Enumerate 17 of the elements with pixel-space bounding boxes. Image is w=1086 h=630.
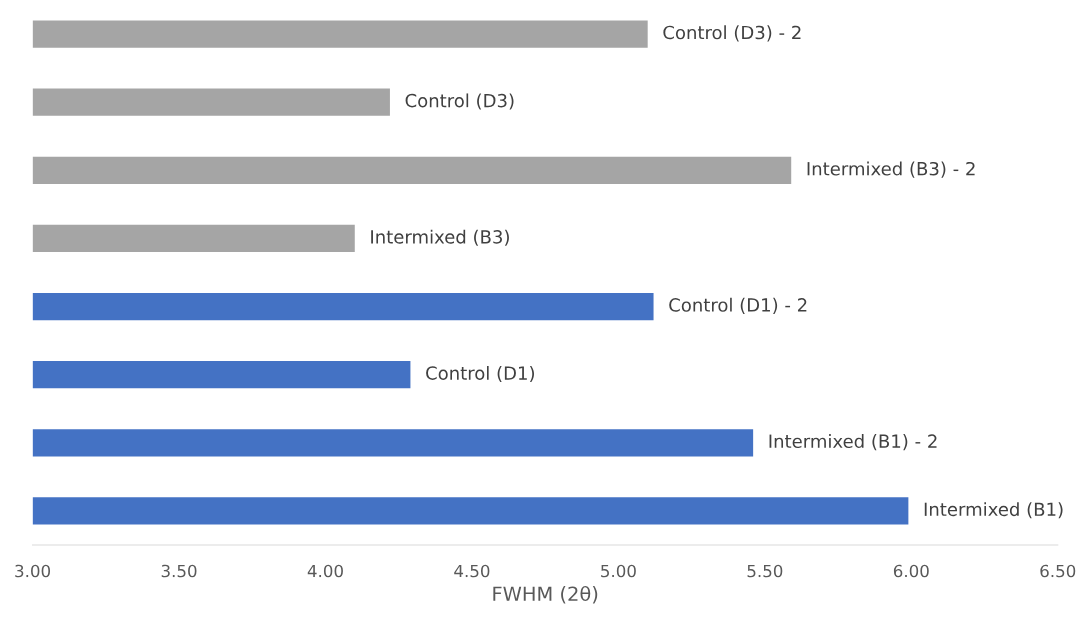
x-axis-title: FWHM (2θ) bbox=[493, 585, 598, 604]
y-tick-label: Intermixed (B1) bbox=[924, 502, 1063, 519]
y-tick-label: Control (D3) bbox=[405, 93, 514, 110]
y-tick-label: Intermixed (B3) - 2 bbox=[807, 161, 975, 178]
x-tick-label: 6.00 bbox=[893, 564, 929, 578]
x-tick-label: 3.00 bbox=[15, 564, 51, 578]
x-tick-label: 5.00 bbox=[601, 564, 636, 578]
x-tick-label: 5.50 bbox=[747, 564, 783, 578]
y-tick-label: Intermixed (B1) - 2 bbox=[769, 434, 937, 451]
x-tick-label: 4.50 bbox=[454, 564, 490, 578]
x-tick-label: 4.00 bbox=[307, 564, 343, 578]
y-tick-label: Control (D1) bbox=[426, 365, 534, 383]
x-tick-label: 6.50 bbox=[1040, 564, 1076, 578]
x-tick-label: 3.50 bbox=[161, 564, 197, 578]
y-tick-label: Control (D1) - 2 bbox=[669, 297, 807, 314]
y-tick-label: Intermixed (B3) bbox=[371, 229, 509, 246]
y-tick-label: Control (D3) - 2 bbox=[663, 25, 801, 42]
